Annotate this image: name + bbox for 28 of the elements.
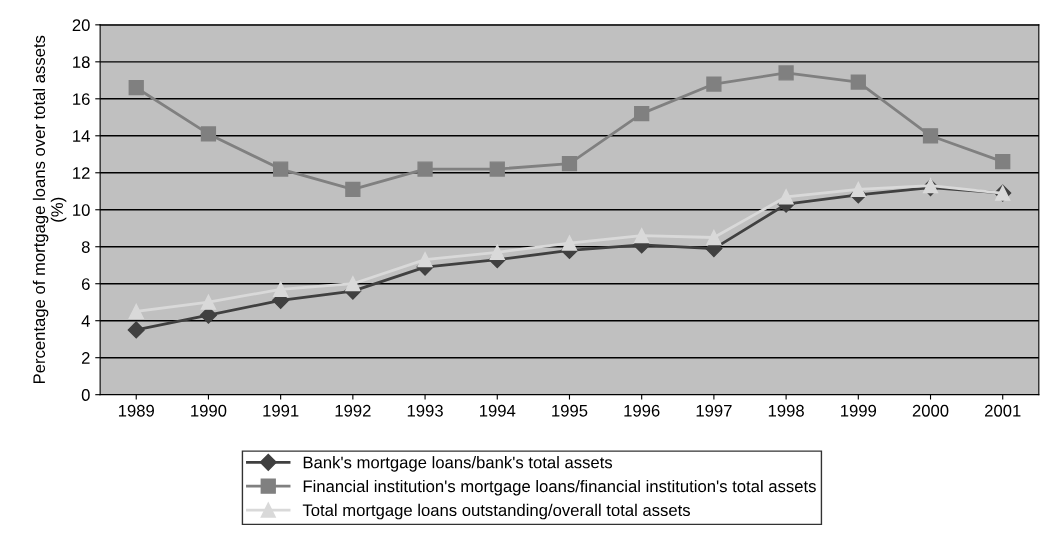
x-tick-label: 1994 xyxy=(480,404,516,417)
x-tick-label: 1997 xyxy=(696,404,732,417)
x-tick-label: 1998 xyxy=(768,404,804,417)
y-tick-label: 20 xyxy=(72,19,90,32)
legend-label: Bank's mortgage loans/bank's total assets xyxy=(303,456,613,472)
legend-label: Total mortgage loans outstanding/overall total assets xyxy=(302,503,691,520)
y-tick-label: 6 xyxy=(81,278,90,290)
x-tick-label: 2001 xyxy=(985,404,1021,417)
legend-label: Financial institution's mortgage loans/financial institution's total assets xyxy=(303,479,816,496)
x-tick-label: 1991 xyxy=(263,404,299,417)
x-tick-label: 1999 xyxy=(841,404,877,417)
y-tick-label: 18 xyxy=(73,56,90,69)
x-tick-label: 1993 xyxy=(407,404,443,417)
y-tick-label: 12 xyxy=(73,167,90,179)
y-tick-label: 14 xyxy=(73,130,90,142)
x-tick-label: 1990 xyxy=(191,404,227,417)
y-tick-label: 8 xyxy=(81,241,90,253)
y-tick-label: 2 xyxy=(81,352,90,364)
y-tick-label: 16 xyxy=(73,93,90,106)
x-tick-label: 1989 xyxy=(118,404,154,417)
x-tick-label: 1996 xyxy=(624,404,660,417)
x-tick-label: 1992 xyxy=(335,404,371,417)
x-tick-label: 2000 xyxy=(912,404,949,417)
y-tick-label: 0 xyxy=(81,389,90,401)
y-axis-title: Percentage of mortgage loans over total assets (%) xyxy=(32,35,67,384)
y-tick-label: 4 xyxy=(81,315,90,327)
y-tick-label: 10 xyxy=(73,204,90,216)
x-tick-label: 1995 xyxy=(552,404,588,417)
